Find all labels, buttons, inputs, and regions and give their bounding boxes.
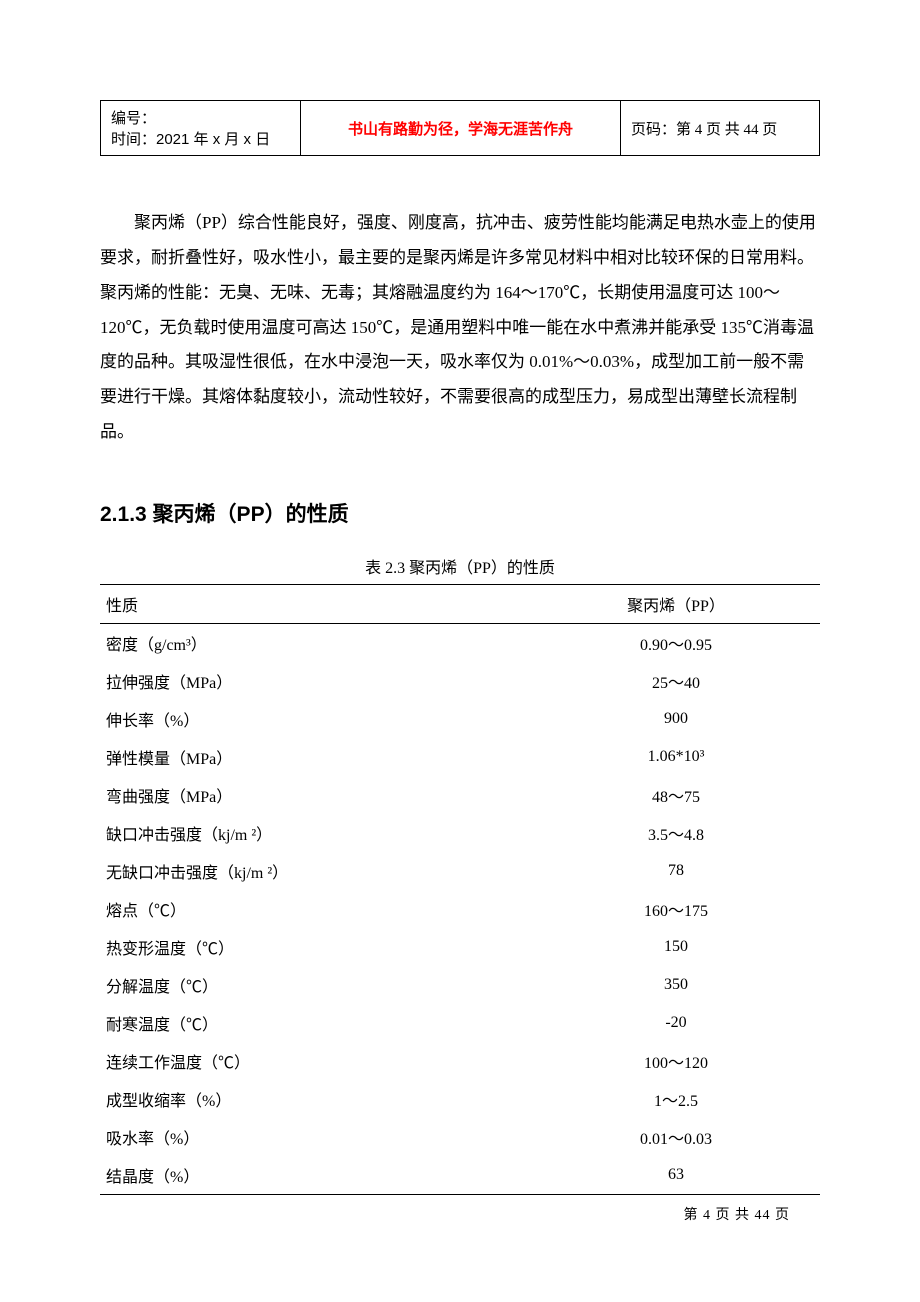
table-header-row: 性质 聚丙烯（PP） xyxy=(100,584,820,623)
table-row: 耐寒温度（℃）-20 xyxy=(100,1004,820,1042)
cell-value: 900 xyxy=(532,700,820,738)
header-page-code: 页码：第 4 页 共 44 页 xyxy=(621,101,820,156)
paragraph-1: 聚丙烯（PP）综合性能良好，强度、刚度高，抗冲击、疲劳性能均能满足电热水壶上的使… xyxy=(100,206,820,276)
table-row: 密度（g/cm³）0.90～0.95 xyxy=(100,623,820,662)
cell-property: 耐寒温度（℃） xyxy=(100,1004,532,1042)
table-row: 熔点（℃）160～175 xyxy=(100,890,820,928)
table-row: 缺口冲击强度（kj/m ²）3.5～4.8 xyxy=(100,814,820,852)
table-row: 弹性模量（MPa）1.06*10³ xyxy=(100,738,820,776)
table-row: 连续工作温度（℃）100～120 xyxy=(100,1042,820,1080)
cell-value: 48～75 xyxy=(532,776,820,814)
cell-property: 分解温度（℃） xyxy=(100,966,532,1004)
table-row: 结晶度（%）63 xyxy=(100,1156,820,1195)
page-content: 编号： 时间：2021 年 x 月 x 日 书山有路勤为径，学海无涯苦作舟 页码… xyxy=(0,0,920,1255)
cell-value: 25～40 xyxy=(532,662,820,700)
cell-value: 63 xyxy=(532,1156,820,1195)
table-row: 拉伸强度（MPa）25～40 xyxy=(100,662,820,700)
paragraph-2: 聚丙烯的性能：无臭、无味、无毒；其熔融温度约为 164～170℃，长期使用温度可… xyxy=(100,276,820,450)
cell-property: 缺口冲击强度（kj/m ²） xyxy=(100,814,532,852)
cell-property: 结晶度（%） xyxy=(100,1156,532,1195)
header-motto: 书山有路勤为径，学海无涯苦作舟 xyxy=(301,101,621,156)
cell-value: 0.01～0.03 xyxy=(532,1118,820,1156)
header-date-label: 时间：2021 年 x 月 x 日 xyxy=(111,128,290,149)
cell-value: 1～2.5 xyxy=(532,1080,820,1118)
cell-value: 150 xyxy=(532,928,820,966)
page-footer: 第 4 页 共 44 页 xyxy=(684,1204,791,1224)
table-row: 无缺口冲击强度（kj/m ²）78 xyxy=(100,852,820,890)
cell-property: 吸水率（%） xyxy=(100,1118,532,1156)
section-title: 聚丙烯（PP）的性质 xyxy=(153,503,349,526)
cell-value: 3.5～4.8 xyxy=(532,814,820,852)
header-left-cell: 编号： 时间：2021 年 x 月 x 日 xyxy=(101,101,301,156)
cell-property: 弯曲强度（MPa） xyxy=(100,776,532,814)
cell-property: 成型收缩率（%） xyxy=(100,1080,532,1118)
cell-property: 弹性模量（MPa） xyxy=(100,738,532,776)
table-row: 吸水率（%）0.01～0.03 xyxy=(100,1118,820,1156)
properties-table: 性质 聚丙烯（PP） 密度（g/cm³）0.90～0.95 拉伸强度（MPa）2… xyxy=(100,584,820,1195)
cell-property: 热变形温度（℃） xyxy=(100,928,532,966)
cell-property: 拉伸强度（MPa） xyxy=(100,662,532,700)
table-row: 热变形温度（℃）150 xyxy=(100,928,820,966)
table-row: 成型收缩率（%）1～2.5 xyxy=(100,1080,820,1118)
cell-value: 100～120 xyxy=(532,1042,820,1080)
cell-value: 78 xyxy=(532,852,820,890)
table-col-header-property: 性质 xyxy=(100,584,532,623)
body-text-block: 聚丙烯（PP）综合性能良好，强度、刚度高，抗冲击、疲劳性能均能满足电热水壶上的使… xyxy=(100,206,820,450)
table-row: 弯曲强度（MPa）48～75 xyxy=(100,776,820,814)
cell-property: 熔点（℃） xyxy=(100,890,532,928)
section-heading: 2.1.3 聚丙烯（PP）的性质 xyxy=(100,498,820,528)
cell-value: 160～175 xyxy=(532,890,820,928)
cell-value: -20 xyxy=(532,1004,820,1042)
section-number: 2.1.3 xyxy=(100,503,147,526)
cell-property: 伸长率（%） xyxy=(100,700,532,738)
cell-value: 1.06*10³ xyxy=(532,738,820,776)
page-header: 编号： 时间：2021 年 x 月 x 日 书山有路勤为径，学海无涯苦作舟 页码… xyxy=(100,100,820,156)
table-row: 伸长率（%）900 xyxy=(100,700,820,738)
table-row: 分解温度（℃）350 xyxy=(100,966,820,1004)
cell-property: 密度（g/cm³） xyxy=(100,623,532,662)
cell-value: 0.90～0.95 xyxy=(532,623,820,662)
cell-property: 连续工作温度（℃） xyxy=(100,1042,532,1080)
header-id-label: 编号： xyxy=(111,107,290,128)
cell-value: 350 xyxy=(532,966,820,1004)
table-caption: 表 2.3 聚丙烯（PP）的性质 xyxy=(100,554,820,578)
cell-property: 无缺口冲击强度（kj/m ²） xyxy=(100,852,532,890)
table-col-header-value: 聚丙烯（PP） xyxy=(532,584,820,623)
table-body: 密度（g/cm³）0.90～0.95 拉伸强度（MPa）25～40 伸长率（%）… xyxy=(100,623,820,1194)
